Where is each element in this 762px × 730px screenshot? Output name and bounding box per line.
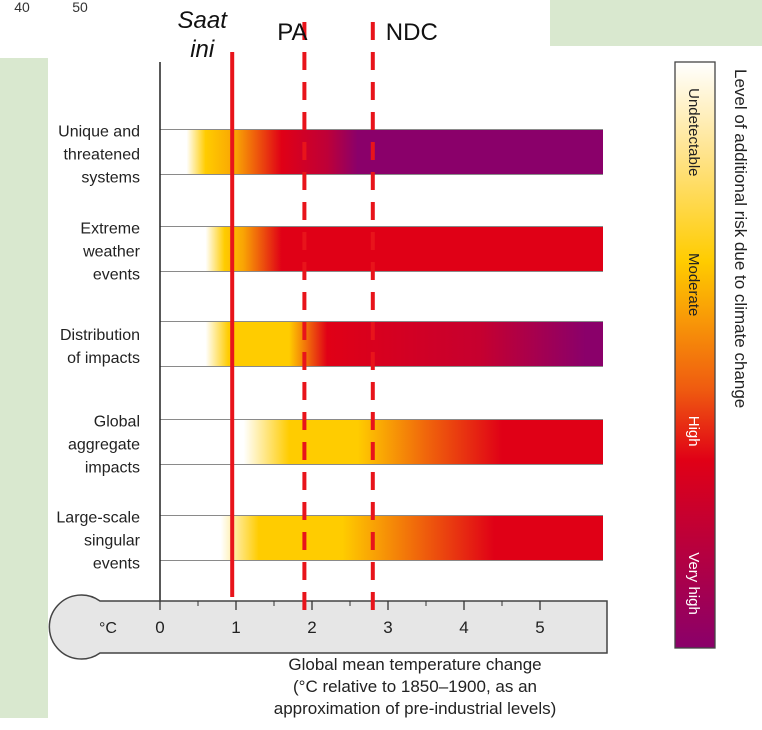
row-label-line: events — [93, 556, 140, 573]
thermometer-unit-label: °C — [99, 620, 117, 637]
row-label-line: Extreme — [80, 221, 140, 238]
scenario-marker-label: ini — [190, 36, 215, 63]
legend-level-label: Very high — [685, 552, 702, 615]
left-green-panel — [0, 58, 48, 718]
legend-level-label: Undetectable — [685, 88, 702, 176]
thermometer-axis: °C 0 1 2 3 4 5 — [48, 594, 608, 660]
row-label-line: Distribution — [60, 327, 140, 344]
partial-tick-label: 40 — [14, 0, 30, 15]
scenario-marker-label: PA — [277, 19, 307, 46]
risk-bar — [160, 420, 603, 464]
legend-level-label: High — [685, 416, 702, 447]
row-labels: Unique and threatened systems Extreme weathe… — [56, 124, 140, 573]
x-tick-label: 1 — [231, 618, 240, 637]
legend-level-label: Moderate — [685, 253, 702, 316]
row-label-line: events — [93, 267, 140, 284]
row-label-line: weather — [82, 244, 141, 261]
row-label-line: Unique and — [58, 124, 140, 141]
x-tick-label: 2 — [307, 618, 316, 637]
partial-tick-label: 50 — [72, 0, 88, 15]
risk-legend: Undetectable Moderate High Very high Level o… — [674, 61, 750, 649]
legend-title: Level of additional risk due to climate … — [731, 69, 750, 408]
scenario-marker-label: Saat — [178, 7, 229, 34]
x-axis-caption: Global mean temperature change (°C relat… — [160, 654, 670, 720]
scenario-marker-label: NDC — [386, 19, 438, 46]
row-label-line: of impacts — [67, 350, 140, 367]
x-tick-label: 4 — [459, 618, 468, 637]
row-label-line: singular — [84, 533, 141, 550]
partial-top-left-ticks: 40 50 — [14, 0, 88, 15]
row-label-line: Large-scale — [56, 510, 140, 527]
row-label-line: Global — [94, 414, 140, 431]
x-tick-label: 0 — [155, 618, 164, 637]
x-axis-caption-line: approximation of pre-industrial levels) — [273, 699, 557, 718]
thermometer-body — [48, 594, 608, 660]
legend-colorbar — [674, 61, 716, 649]
risk-bar — [160, 227, 603, 271]
risk-bar — [160, 130, 603, 174]
risk-bar — [160, 516, 603, 560]
risk-bars — [160, 130, 603, 560]
x-tick-label: 3 — [383, 618, 392, 637]
row-label-line: impacts — [85, 460, 140, 477]
row-label-line: systems — [81, 170, 140, 187]
x-axis-caption-line: (°C relative to 1850–1900, as an — [292, 677, 537, 696]
row-label-line: aggregate — [68, 437, 140, 454]
risk-bar — [160, 322, 603, 366]
x-tick-label: 5 — [535, 618, 544, 637]
row-label-line: threatened — [63, 147, 140, 164]
x-axis-caption-line: Global mean temperature change — [288, 655, 542, 674]
top-right-green-panel — [550, 0, 762, 46]
